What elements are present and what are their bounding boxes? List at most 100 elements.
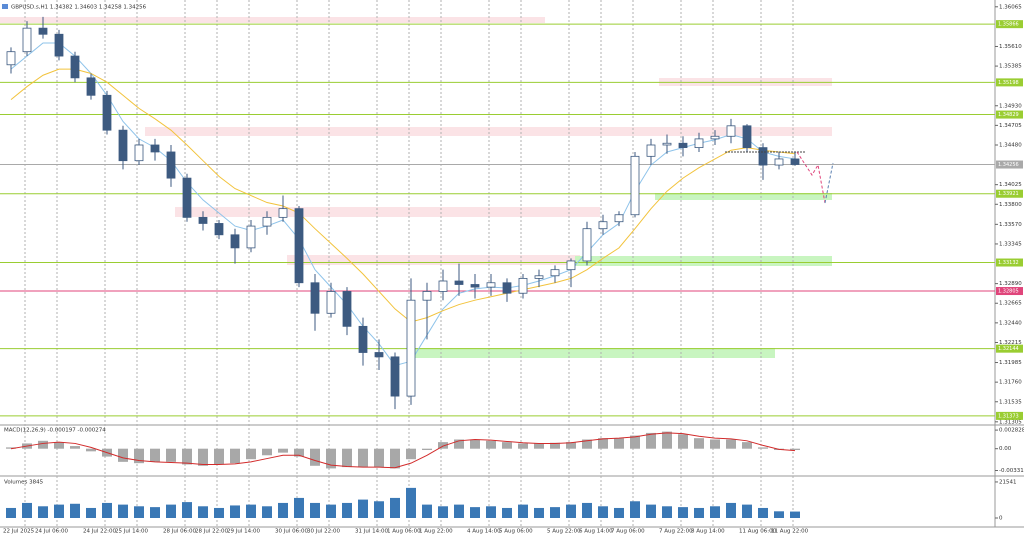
zone xyxy=(410,348,775,358)
volume-bar xyxy=(54,504,64,518)
candle-body xyxy=(790,158,800,165)
candle-body xyxy=(38,27,48,35)
macd-bar xyxy=(198,448,208,466)
macd-bar xyxy=(534,443,544,449)
symbol-icon xyxy=(2,4,8,9)
macd-bar xyxy=(726,439,736,449)
candle-body xyxy=(694,138,704,149)
macd-title: MACD(12,26,9) -0.000197 -0.000274 xyxy=(4,428,106,434)
y-tick-label: 1.34025 xyxy=(999,182,1022,188)
x-tick-label: 8 Aug 14:00 xyxy=(691,529,725,535)
y-tick-label: 1.31535 xyxy=(999,399,1022,405)
macd-bar xyxy=(294,448,304,457)
zone xyxy=(0,17,545,23)
candle-body xyxy=(630,155,640,216)
volume-bar xyxy=(614,507,624,518)
candle-body xyxy=(470,284,480,288)
macd-bar xyxy=(54,442,64,449)
volume-bar xyxy=(582,502,592,518)
candle-body xyxy=(598,221,608,230)
volume-bar xyxy=(134,506,144,518)
volume-bar xyxy=(166,504,176,518)
volume-bar xyxy=(630,501,640,518)
volume-title: Volumes 3845 xyxy=(4,480,44,486)
level-label-box xyxy=(996,344,1023,353)
x-tick-label: 24 Jul 22:00 xyxy=(83,529,116,535)
volume-bar xyxy=(118,504,128,518)
volume-bar xyxy=(374,501,384,518)
x-tick-label: 4 Aug 14:00 xyxy=(467,529,501,535)
x-tick-label: 29 Jul 14:00 xyxy=(227,529,260,535)
macd-bar xyxy=(614,438,624,449)
candle-body xyxy=(86,77,96,96)
x-tick-label: 5 Aug 22:00 xyxy=(547,529,581,535)
zone xyxy=(575,256,832,266)
macd-bar xyxy=(262,448,272,456)
candle-body xyxy=(294,208,304,284)
candle-body xyxy=(662,142,672,146)
y-tick-label: -0.003318 xyxy=(999,468,1024,474)
level-label: 1.32144 xyxy=(998,346,1019,352)
x-tick-label: 5 Aug 06:00 xyxy=(499,529,533,535)
x-tick-label: 28 Jul 22:00 xyxy=(195,529,228,535)
candle-body xyxy=(166,151,176,179)
candle-body xyxy=(262,216,272,227)
volume-bar xyxy=(22,502,32,518)
volume-bar xyxy=(246,504,256,518)
zone xyxy=(655,193,832,200)
volume-bar xyxy=(662,506,672,518)
volume-bar xyxy=(214,507,224,518)
y-tick-label: 1.33570 xyxy=(999,222,1022,228)
volume-bar xyxy=(326,504,336,518)
volume-bar xyxy=(742,504,752,518)
volume-bar xyxy=(534,507,544,518)
level-label: 1.33921 xyxy=(998,191,1019,197)
candle-body xyxy=(758,147,768,166)
volume-bar xyxy=(230,505,240,518)
x-tick-label: 24 Jul 06:00 xyxy=(35,529,68,535)
candle-body xyxy=(406,299,416,397)
moving-average xyxy=(10,68,796,323)
candle-body xyxy=(246,225,256,249)
level-label: 1.35198 xyxy=(998,80,1019,86)
macd-bar xyxy=(342,448,352,468)
candle-body xyxy=(22,27,32,53)
candle-body xyxy=(582,228,592,262)
level-label-box xyxy=(996,78,1023,87)
candle-body xyxy=(646,144,656,157)
macd-bar xyxy=(662,431,672,449)
y-tick-label: 1.33800 xyxy=(999,202,1022,208)
volume-bar xyxy=(150,507,160,518)
level-label-box xyxy=(996,20,1023,29)
candle-body xyxy=(230,234,240,249)
macd-bar xyxy=(486,440,496,449)
candle-body xyxy=(54,33,64,57)
candle-body xyxy=(534,275,544,279)
level-label: 1.31373 xyxy=(998,413,1019,419)
macd-bar xyxy=(374,448,384,468)
volume-bar xyxy=(454,504,464,518)
level-label: 1.35866 xyxy=(998,22,1019,28)
volume-bar xyxy=(182,502,192,518)
volume-bar xyxy=(294,497,304,518)
header: GBPUSD.s,H1 1.34382 1.34603 1.34258 1.34… xyxy=(11,5,147,11)
candle-body xyxy=(374,352,384,358)
volume-bar xyxy=(102,502,112,518)
macd-bar xyxy=(230,448,240,464)
y-tick-label: 1.32215 xyxy=(999,340,1022,346)
level-label-box xyxy=(996,287,1023,296)
macd-bar xyxy=(6,447,16,449)
macd-signal xyxy=(10,432,796,469)
macd-bar xyxy=(550,442,560,449)
macd-bar xyxy=(438,442,448,449)
macd-bar xyxy=(678,434,688,449)
zone xyxy=(145,127,832,136)
macd-bar xyxy=(246,448,256,460)
volume-bar xyxy=(646,504,656,518)
x-tick-label: 11 Aug 06:00 xyxy=(739,529,777,535)
macd-bar xyxy=(182,448,192,465)
macd-bar xyxy=(566,442,576,449)
volume-bar xyxy=(550,507,560,518)
y-tick-label: 1.32665 xyxy=(999,301,1022,307)
